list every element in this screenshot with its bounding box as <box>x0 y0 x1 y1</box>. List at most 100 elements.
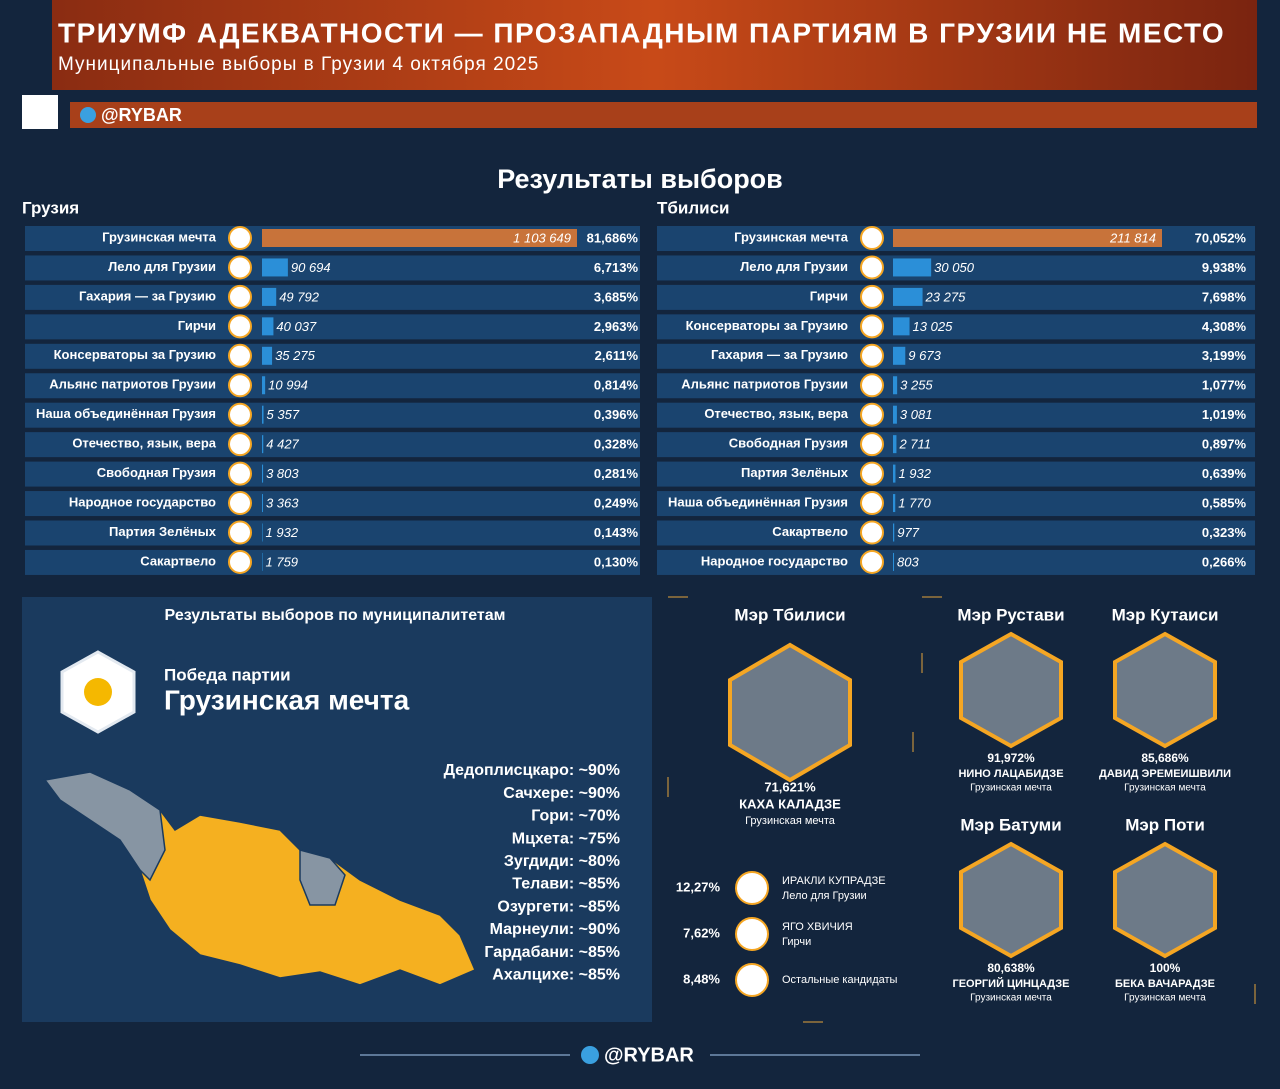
mayor-photo <box>1113 841 1217 959</box>
row-background <box>657 549 1255 575</box>
value-label: 40 037 <box>276 319 317 334</box>
mayor-party: Грузинская мечта <box>970 783 1052 794</box>
mayor-title: Мэр Поти <box>1125 815 1205 834</box>
bar <box>893 346 906 365</box>
row-background <box>657 432 1255 458</box>
value-label: 90 694 <box>291 260 331 275</box>
candidate-icon <box>735 917 769 951</box>
percent-label: 0,396% <box>594 407 639 422</box>
municipal-item: Гори: ~70% <box>531 808 620 825</box>
value-label: 30 050 <box>934 260 975 275</box>
section-title: Результаты выборов <box>497 164 783 194</box>
mayor-name: ГЕОРГИЙ ЦИНЦАДЗЕ <box>952 977 1069 990</box>
percent-label: 3,199% <box>1202 348 1247 363</box>
party-icon <box>860 549 884 574</box>
bar <box>893 464 896 483</box>
party-icon <box>228 520 252 545</box>
candidate-name: ИРАКЛИ КУПРАДЗЕ <box>782 875 886 887</box>
value-label: 13 025 <box>913 319 954 334</box>
row-background <box>657 314 1255 340</box>
category-label: Гирчи <box>178 318 216 333</box>
category-label: Гирчи <box>810 288 848 303</box>
category-label: Сакартвело <box>140 553 216 568</box>
municipal-item: Ахалцихе: ~85% <box>492 967 620 984</box>
bar <box>893 405 897 424</box>
bar <box>893 229 1162 247</box>
row-background <box>25 373 640 399</box>
party-icon <box>228 226 252 250</box>
row-background <box>25 461 640 487</box>
category-label: Грузинская мечта <box>734 229 849 244</box>
percent-label: 0,130% <box>594 554 639 569</box>
candidate-name: Остальные кандидаты <box>782 974 898 986</box>
mayor-photo <box>1113 631 1217 749</box>
party-icon <box>228 402 252 427</box>
percent-label: 1,077% <box>1202 378 1247 393</box>
bar <box>262 464 264 483</box>
percent-label: 2,963% <box>594 319 639 334</box>
candidate-percent: 8,48% <box>683 971 720 986</box>
bar <box>262 405 264 424</box>
row-background <box>25 402 640 428</box>
percent-label: 0,323% <box>1202 525 1247 540</box>
mayor-title: Мэр Тбилиси <box>734 605 845 624</box>
percent-label: 0,281% <box>594 466 639 481</box>
row-background <box>25 549 640 575</box>
category-label: Партия Зелёных <box>741 465 849 480</box>
bar <box>893 317 910 336</box>
row-background <box>25 314 640 340</box>
category-label: Народное государство <box>701 553 848 568</box>
value-label: 1 103 649 <box>513 230 571 245</box>
win-party: Грузинская мечта <box>164 684 410 715</box>
percent-label: 0,639% <box>1202 466 1247 481</box>
candidate-party: Лело для Грузии <box>782 890 867 902</box>
mayor-percent: 71,621% <box>764 779 816 794</box>
percent-label: 9,938% <box>1202 260 1247 275</box>
row-background <box>657 284 1255 310</box>
mayor-percent: 100% <box>1150 961 1181 975</box>
bar <box>262 258 288 277</box>
mayor-percent: 91,972% <box>987 751 1035 765</box>
category-label: Свободная Грузия <box>729 436 848 451</box>
chart-title: Грузия <box>22 198 79 217</box>
row-background <box>657 255 1255 281</box>
value-label: 1 932 <box>266 525 299 540</box>
bar <box>262 435 264 454</box>
percent-label: 0,143% <box>594 525 639 540</box>
candidate-percent: 7,62% <box>683 925 720 940</box>
party-icon <box>228 284 252 309</box>
mayor-percent: 85,686% <box>1141 751 1189 765</box>
mayor-party: Грузинская мечта <box>1124 783 1206 794</box>
bar <box>262 494 263 513</box>
party-icon <box>860 226 884 250</box>
municipal-item: Зугдиди: ~80% <box>504 853 620 870</box>
bar <box>262 229 577 247</box>
title: ТРИУМФ АДЕКВАТНОСТИ — ПРОЗАПАДНЫМ ПАРТИЯ… <box>58 17 1225 48</box>
value-label: 1 759 <box>266 554 299 569</box>
party-icon <box>228 461 252 486</box>
party-logo-sun <box>84 678 112 706</box>
municipal-item: Дедоплисцкаро: ~90% <box>444 762 620 779</box>
map-south-ossetia <box>299 849 346 906</box>
municipal-item: Сачхере: ~90% <box>503 785 620 802</box>
percent-label: 4,308% <box>1202 319 1247 334</box>
percent-label: 0,266% <box>1202 554 1247 569</box>
mayor-name: БЕКА ВАЧАРАДЗЕ <box>1115 978 1215 990</box>
value-label: 5 357 <box>267 407 300 422</box>
party-icon <box>228 314 252 339</box>
municipal-item: Мцхета: ~75% <box>512 830 620 847</box>
value-label: 211 814 <box>1109 230 1156 245</box>
category-label: Альянс патриотов Грузии <box>681 377 848 392</box>
value-label: 803 <box>897 554 919 569</box>
category-label: Грузинская мечта <box>102 229 217 244</box>
party-icon <box>228 373 252 398</box>
party-icon <box>228 255 252 280</box>
handle-band <box>70 102 1257 128</box>
row-background <box>25 432 640 458</box>
header-band <box>52 0 1257 90</box>
category-label: Гахария — за Грузию <box>79 288 216 303</box>
bar <box>893 494 896 513</box>
bar <box>893 435 897 454</box>
value-label: 3 363 <box>266 495 299 510</box>
